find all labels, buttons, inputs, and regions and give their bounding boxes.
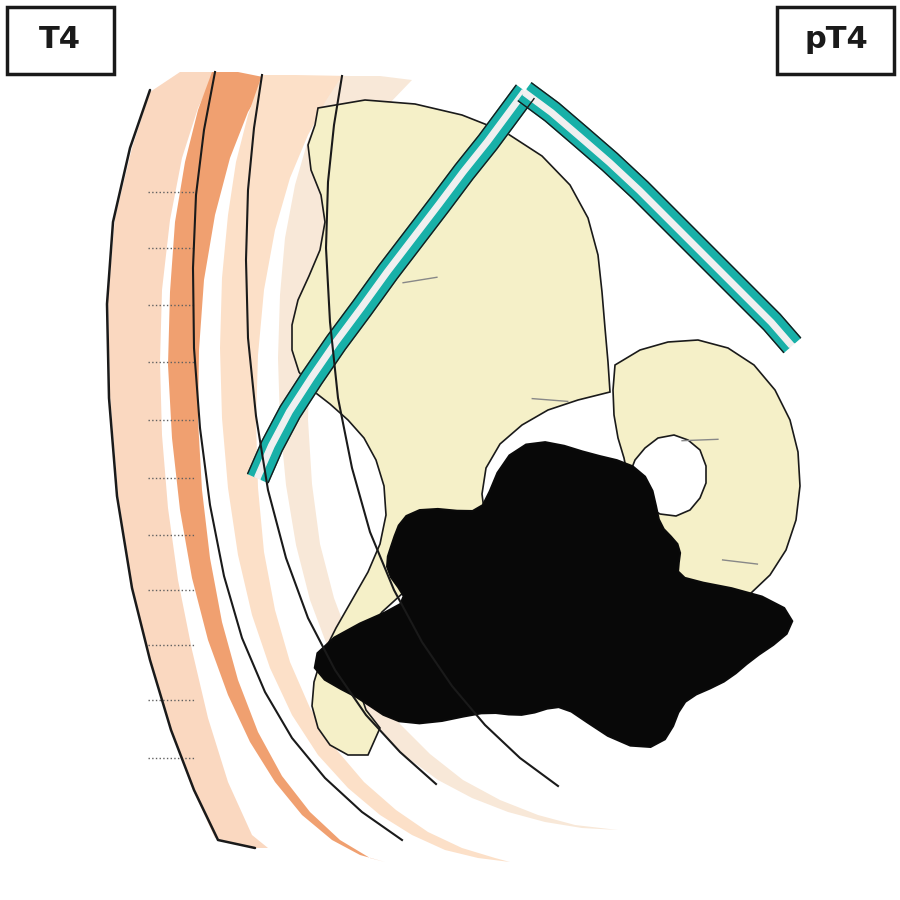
Polygon shape [278, 76, 618, 830]
Polygon shape [292, 100, 610, 755]
Polygon shape [261, 94, 534, 482]
Polygon shape [315, 442, 792, 747]
Polygon shape [108, 72, 268, 848]
FancyBboxPatch shape [777, 7, 894, 74]
Polygon shape [518, 94, 789, 352]
Text: T4: T4 [39, 25, 81, 55]
Text: pT4: pT4 [804, 25, 868, 55]
Polygon shape [527, 83, 800, 343]
Polygon shape [168, 72, 385, 862]
Polygon shape [613, 340, 800, 612]
FancyBboxPatch shape [7, 7, 114, 74]
Polygon shape [248, 86, 522, 477]
Polygon shape [523, 89, 795, 347]
Polygon shape [220, 75, 510, 862]
Polygon shape [255, 90, 527, 480]
